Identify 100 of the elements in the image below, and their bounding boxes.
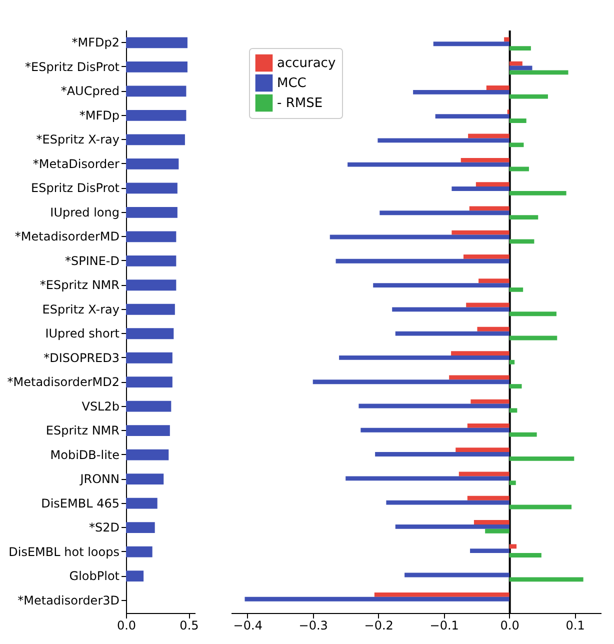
bar bbox=[509, 70, 568, 75]
y-tick-label: *DISOPRED3 bbox=[44, 350, 120, 365]
bar bbox=[375, 452, 510, 456]
bar bbox=[458, 472, 510, 476]
y-tick-label: IUpred short bbox=[45, 326, 120, 341]
y-tick-label: MobiDB-lite bbox=[50, 448, 120, 462]
y-tick-label: *AUCpred bbox=[60, 84, 120, 98]
bar bbox=[474, 520, 510, 524]
bar bbox=[126, 400, 172, 412]
x-tick-label: 0.0 bbox=[116, 618, 136, 632]
bar bbox=[452, 186, 510, 191]
bar bbox=[478, 278, 510, 284]
bar bbox=[126, 304, 175, 315]
bar bbox=[126, 449, 169, 460]
bar bbox=[509, 360, 515, 364]
bar bbox=[380, 210, 510, 216]
bar bbox=[486, 86, 510, 90]
bar bbox=[404, 572, 510, 578]
bar bbox=[126, 231, 176, 242]
bar bbox=[456, 448, 510, 452]
y-tick-label: *SPINE-D bbox=[64, 254, 120, 268]
bar bbox=[126, 280, 176, 291]
x-tick-label: 0.1 bbox=[566, 618, 585, 632]
x-tick-label: −0.1 bbox=[430, 618, 459, 632]
bar bbox=[504, 37, 510, 42]
bar bbox=[509, 190, 566, 196]
bar bbox=[126, 352, 172, 364]
bar bbox=[470, 399, 510, 404]
bar bbox=[413, 90, 510, 94]
bar bbox=[126, 158, 179, 170]
y-tick-label: *ESpritz NMR bbox=[40, 278, 120, 292]
bar bbox=[509, 215, 538, 220]
y-tick-label: ESpritz DisProt bbox=[31, 181, 120, 196]
y-tick-label: GlobPlot bbox=[69, 569, 120, 584]
y-tick-label: *S2D bbox=[89, 520, 120, 535]
y-tick-label: *MetaDisorder bbox=[32, 156, 120, 171]
bar bbox=[126, 328, 174, 340]
bar bbox=[509, 456, 574, 461]
bar bbox=[126, 182, 178, 194]
bar bbox=[339, 356, 510, 360]
bar bbox=[509, 577, 584, 582]
bar bbox=[451, 351, 510, 356]
bar bbox=[467, 496, 510, 500]
bar bbox=[509, 239, 534, 244]
bar bbox=[358, 404, 510, 408]
bar bbox=[126, 376, 172, 388]
bar bbox=[126, 255, 176, 266]
y-tick-label: VSL2b bbox=[82, 399, 120, 414]
bar bbox=[126, 522, 155, 534]
bar bbox=[378, 138, 510, 143]
bar bbox=[509, 61, 522, 66]
bar bbox=[392, 307, 510, 312]
bar bbox=[126, 425, 170, 436]
bar bbox=[360, 428, 510, 432]
y-tick-label: JRONN bbox=[79, 472, 120, 486]
bar bbox=[312, 380, 510, 384]
bar bbox=[509, 480, 516, 486]
bar bbox=[467, 423, 510, 428]
bar bbox=[509, 384, 522, 388]
y-tick-label: *ESpritz DisProt bbox=[25, 60, 120, 74]
y-tick-label: IUpred long bbox=[50, 205, 120, 220]
bar bbox=[330, 234, 510, 240]
bar bbox=[386, 500, 510, 505]
bar bbox=[395, 524, 510, 529]
bar bbox=[244, 596, 510, 602]
y-tick-label: DisEMBL hot loops bbox=[8, 544, 120, 559]
legend-label: accuracy bbox=[277, 56, 336, 71]
y-tick-label: *Metadisorder3D bbox=[18, 593, 120, 608]
bar bbox=[452, 230, 510, 235]
bar bbox=[126, 570, 144, 582]
x-tick-label: −0.4 bbox=[233, 618, 262, 632]
bar bbox=[509, 288, 524, 292]
bar bbox=[348, 162, 510, 167]
legend-label: MCC bbox=[277, 76, 306, 91]
bar bbox=[466, 302, 510, 308]
x-tick-label: −0.3 bbox=[298, 618, 328, 632]
bar bbox=[509, 94, 548, 99]
y-tick-label: ESpritz NMR bbox=[46, 424, 120, 438]
bar bbox=[509, 46, 531, 51]
bar bbox=[126, 546, 152, 558]
y-tick-label: *MetadisorderMD2 bbox=[7, 375, 120, 390]
bar bbox=[126, 37, 188, 48]
bar bbox=[509, 142, 524, 148]
y-tick-label: ESpritz X-ray bbox=[42, 302, 120, 316]
y-tick-label: *MetadisorderMD bbox=[14, 230, 120, 244]
y-tick-label: DisEMBL 465 bbox=[41, 496, 120, 510]
x-tick-label: 0.0 bbox=[500, 618, 520, 632]
x-tick-label: 0.5 bbox=[180, 618, 199, 632]
bar bbox=[336, 258, 510, 264]
bar bbox=[468, 134, 510, 138]
bar bbox=[126, 86, 186, 97]
bar bbox=[509, 544, 517, 549]
y-tick-label: *MFDp bbox=[79, 108, 120, 122]
bar bbox=[509, 118, 526, 123]
bar bbox=[449, 375, 510, 380]
bar bbox=[509, 336, 558, 340]
bar bbox=[470, 548, 510, 554]
bar bbox=[395, 331, 510, 336]
bar bbox=[460, 158, 510, 162]
bar bbox=[126, 474, 164, 485]
